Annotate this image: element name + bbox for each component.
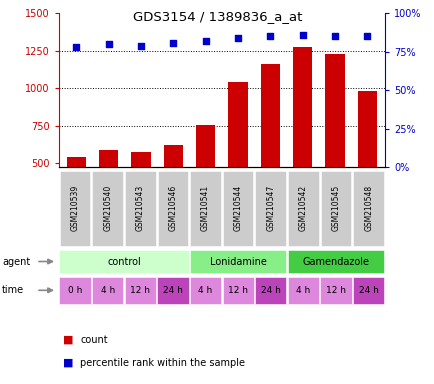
Text: GSM210544: GSM210544	[233, 185, 242, 232]
Text: Lonidamine: Lonidamine	[209, 257, 266, 266]
Text: ■: ■	[63, 335, 73, 345]
Bar	[254, 277, 286, 304]
Bar	[131, 152, 151, 167]
Text: 0 h: 0 h	[68, 286, 82, 295]
Point	[105, 41, 112, 47]
Bar	[287, 170, 318, 246]
Point	[234, 35, 241, 41]
Point	[73, 44, 80, 50]
Point	[266, 33, 273, 40]
Bar	[287, 250, 384, 273]
Text: 24 h: 24 h	[358, 286, 378, 295]
Bar	[92, 277, 123, 304]
Bar	[163, 145, 183, 167]
Text: percentile rank within the sample: percentile rank within the sample	[80, 358, 245, 368]
Bar	[67, 157, 86, 167]
Bar	[157, 170, 188, 246]
Text: GSM210545: GSM210545	[331, 185, 340, 232]
Bar	[319, 277, 351, 304]
Text: GSM210547: GSM210547	[266, 185, 275, 232]
Bar	[320, 170, 351, 246]
Point	[202, 38, 209, 44]
Bar	[357, 91, 376, 167]
Text: GDS3154 / 1389836_a_at: GDS3154 / 1389836_a_at	[132, 10, 302, 23]
Text: time: time	[2, 285, 24, 295]
Bar	[190, 170, 220, 246]
Text: 12 h: 12 h	[228, 286, 247, 295]
Bar	[189, 250, 286, 273]
Text: 12 h: 12 h	[130, 286, 150, 295]
Text: control: control	[107, 257, 141, 266]
Text: GSM210546: GSM210546	[168, 185, 177, 232]
Bar	[92, 170, 123, 246]
Text: count: count	[80, 335, 108, 345]
Text: GSM210543: GSM210543	[135, 185, 145, 232]
Bar	[287, 277, 318, 304]
Bar	[228, 83, 247, 167]
Text: GSM210542: GSM210542	[298, 185, 307, 232]
Bar	[59, 250, 188, 273]
Text: 12 h: 12 h	[326, 286, 345, 295]
Bar	[325, 54, 344, 167]
Text: 4 h: 4 h	[296, 286, 310, 295]
Bar	[196, 125, 215, 167]
Text: ■: ■	[63, 358, 73, 368]
Bar	[59, 170, 90, 246]
Point	[137, 43, 144, 49]
Text: agent: agent	[2, 257, 30, 266]
Bar	[125, 170, 155, 246]
Point	[299, 32, 306, 38]
Text: 24 h: 24 h	[260, 286, 280, 295]
Bar	[125, 277, 156, 304]
Bar	[222, 277, 253, 304]
Bar	[222, 170, 253, 246]
Bar	[157, 277, 188, 304]
Bar	[255, 170, 286, 246]
Bar	[292, 47, 312, 167]
Bar	[189, 277, 220, 304]
Bar	[260, 65, 279, 167]
Text: GSM210548: GSM210548	[363, 185, 372, 232]
Point	[331, 33, 338, 39]
Point	[363, 33, 370, 40]
Text: 4 h: 4 h	[198, 286, 212, 295]
Bar	[352, 277, 384, 304]
Bar	[352, 170, 383, 246]
Text: 4 h: 4 h	[100, 286, 115, 295]
Text: GSM210540: GSM210540	[103, 185, 112, 232]
Text: GSM210539: GSM210539	[70, 185, 79, 232]
Bar	[99, 150, 118, 167]
Text: GSM210541: GSM210541	[201, 185, 210, 232]
Text: Gamendazole: Gamendazole	[302, 257, 369, 266]
Text: 24 h: 24 h	[163, 286, 182, 295]
Bar	[59, 277, 91, 304]
Point	[170, 40, 177, 46]
